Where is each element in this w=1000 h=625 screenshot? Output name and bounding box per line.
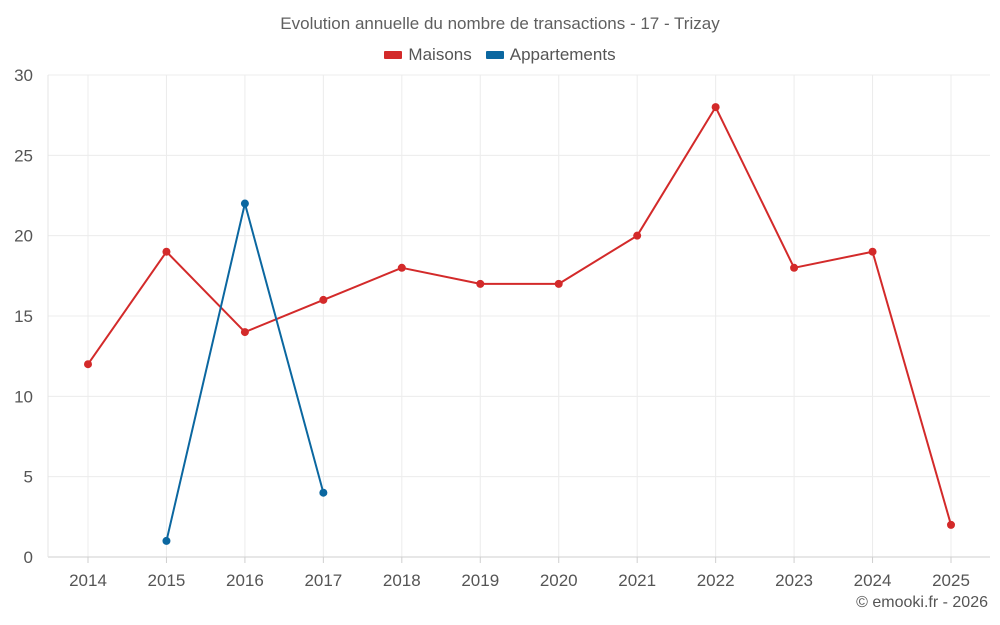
data-point-maisons <box>319 295 328 304</box>
data-point-maisons <box>711 103 720 112</box>
x-tick-label: 2017 <box>304 571 342 590</box>
x-tick-label: 2018 <box>383 571 421 590</box>
y-tick-label: 0 <box>24 548 33 567</box>
legend-label-appartements: Appartements <box>509 45 616 64</box>
y-tick-label: 5 <box>24 468 33 487</box>
data-point-maisons <box>397 263 406 272</box>
data-point-maisons <box>476 279 485 288</box>
legend-item-appartements[interactable]: Appartements <box>485 45 616 65</box>
data-point-maisons <box>554 279 563 288</box>
y-tick-label: 30 <box>14 66 33 85</box>
legend-label-maisons: Maisons <box>408 45 472 64</box>
x-tick-label: 2023 <box>775 571 813 590</box>
y-tick-label: 25 <box>14 146 33 165</box>
x-tick-label: 2019 <box>461 571 499 590</box>
x-tick-label: 2016 <box>226 571 264 590</box>
legend-item-maisons[interactable]: Maisons <box>384 45 472 65</box>
y-tick-label: 20 <box>14 227 33 246</box>
data-point-maisons <box>947 520 955 529</box>
x-tick-label: 2025 <box>932 571 970 590</box>
legend-swatch-appartements <box>485 51 504 59</box>
x-tick-label: 2021 <box>618 571 656 590</box>
data-point-maisons <box>84 360 92 369</box>
x-tick-label: 2014 <box>69 571 107 590</box>
legend-swatch-maisons <box>384 51 403 59</box>
credit: © emooki.fr - 2026 <box>856 594 988 611</box>
y-tick-label: 10 <box>14 387 33 406</box>
x-tick-label: 2024 <box>854 571 892 590</box>
data-point-maisons <box>240 328 249 337</box>
data-point-maisons <box>162 247 171 256</box>
data-point-maisons <box>633 231 642 240</box>
data-point-appartements <box>319 488 328 497</box>
x-tick-label: 2015 <box>148 571 186 590</box>
series-line-maisons <box>87 106 952 526</box>
data-point-appartements <box>162 536 171 545</box>
data-point-appartements <box>240 199 249 208</box>
x-tick-label: 2020 <box>540 571 578 590</box>
data-point-maisons <box>790 263 799 272</box>
x-tick-label: 2022 <box>697 571 735 590</box>
y-tick-label: 15 <box>14 307 33 326</box>
chart-title: Evolution annuelle du nombre de transact… <box>280 14 720 33</box>
data-point-maisons <box>868 247 877 256</box>
legend: Maisons Appartements <box>0 45 1000 65</box>
